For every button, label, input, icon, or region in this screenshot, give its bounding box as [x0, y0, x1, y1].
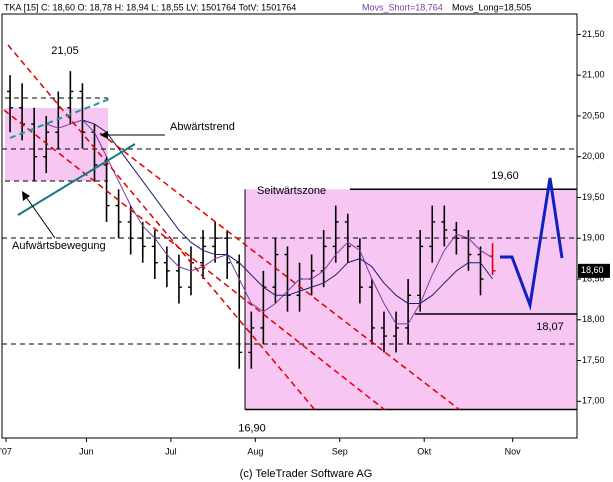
level-label: 21,05	[51, 45, 79, 57]
arrow-head	[22, 191, 30, 201]
annotation: Seitwärtszone	[257, 185, 326, 197]
y-tick-label: 17,50	[582, 355, 605, 365]
y-tick-label: 20,50	[582, 110, 605, 120]
y-tick-label: 18,50	[582, 273, 605, 283]
plot	[7, 71, 496, 369]
uptrend-line	[17, 143, 136, 216]
x-tick-label: Aug	[247, 446, 263, 456]
level-label: 18,07	[536, 321, 564, 333]
header-info: TKA [15] C: 18,60 O: 18,78 H: 18,94 L: 1…	[4, 2, 296, 12]
x-tick-label: Okt	[417, 446, 432, 456]
last-price-box	[578, 263, 610, 278]
x-tick-label: Sep	[332, 446, 348, 456]
overlay	[2, 44, 577, 411]
y-tick-label: 21,00	[582, 70, 605, 80]
x-tick-label: '07	[0, 446, 12, 456]
y-tick-label: 18,00	[582, 314, 605, 324]
level-label: 19,60	[491, 170, 519, 182]
arrow-head	[100, 131, 108, 139]
level-label: 16,90	[238, 422, 266, 434]
moving-average	[82, 119, 493, 304]
channel-line	[99, 132, 461, 411]
y-tick-label: 17,00	[582, 396, 605, 406]
annotation: Abwärtstrend	[170, 121, 235, 133]
annotation: Aufwärtsbewegung	[12, 240, 106, 252]
y-tick-label: 20,00	[582, 151, 605, 161]
y-tick-label: 19,00	[582, 233, 605, 243]
uptrend-line	[9, 97, 113, 139]
moving-average	[46, 119, 493, 325]
y-tick-label: 21,50	[582, 29, 605, 39]
arrow	[23, 193, 56, 239]
x-tick-label: Jun	[79, 446, 94, 456]
y-tick-label: 19,50	[582, 192, 605, 202]
footer: (c) TeleTrader Software AG	[240, 468, 373, 480]
x-tick-label: Jul	[165, 446, 177, 456]
header-long: Movs_Long=18,505	[452, 2, 531, 12]
projection	[500, 177, 564, 311]
x-tick-label: Nov	[505, 446, 522, 456]
plot-frame	[1, 13, 578, 439]
last-price-label: 18,60	[581, 265, 604, 275]
channel-line	[3, 109, 386, 411]
header-short: Movs_Short=18,764	[362, 2, 443, 12]
